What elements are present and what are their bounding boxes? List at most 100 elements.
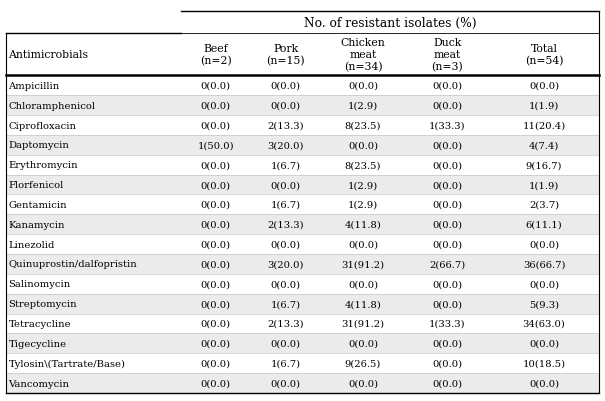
- Text: 0(0.0): 0(0.0): [432, 379, 462, 388]
- Text: 0(0.0): 0(0.0): [432, 180, 462, 190]
- Text: 1(6.7): 1(6.7): [271, 200, 301, 209]
- Text: 2(13.3): 2(13.3): [267, 121, 304, 130]
- Bar: [6, 334, 599, 353]
- Text: 0(0.0): 0(0.0): [432, 101, 462, 110]
- Text: 0(0.0): 0(0.0): [432, 81, 462, 91]
- Text: 0(0.0): 0(0.0): [201, 180, 231, 190]
- Bar: [6, 254, 599, 274]
- Text: 5(9.3): 5(9.3): [529, 300, 559, 308]
- Text: 0(0.0): 0(0.0): [348, 279, 378, 289]
- Text: 0(0.0): 0(0.0): [529, 81, 559, 91]
- Text: Kanamycin: Kanamycin: [8, 220, 65, 229]
- Text: 3(20.0): 3(20.0): [267, 141, 304, 150]
- Text: 2(66.7): 2(66.7): [429, 260, 465, 269]
- Text: Ampicillin: Ampicillin: [8, 81, 60, 91]
- Text: Beef
(n=2): Beef (n=2): [200, 44, 232, 66]
- Text: 0(0.0): 0(0.0): [201, 300, 231, 308]
- Text: Erythromycin: Erythromycin: [8, 161, 78, 170]
- Text: Pork
(n=15): Pork (n=15): [267, 44, 305, 66]
- Text: 0(0.0): 0(0.0): [432, 279, 462, 289]
- Text: 0(0.0): 0(0.0): [529, 339, 559, 348]
- Text: Florfenicol: Florfenicol: [8, 180, 64, 190]
- Text: 0(0.0): 0(0.0): [529, 240, 559, 249]
- Text: 0(0.0): 0(0.0): [529, 379, 559, 388]
- Text: 1(1.9): 1(1.9): [529, 101, 559, 110]
- Text: 0(0.0): 0(0.0): [201, 81, 231, 91]
- Text: 9(16.7): 9(16.7): [526, 161, 563, 170]
- Text: 0(0.0): 0(0.0): [432, 141, 462, 150]
- Text: 2(3.7): 2(3.7): [529, 200, 559, 209]
- Text: 0(0.0): 0(0.0): [201, 260, 231, 269]
- Text: Duck
meat
(n=3): Duck meat (n=3): [431, 38, 463, 72]
- Text: 1(1.9): 1(1.9): [529, 180, 559, 190]
- Text: 1(2.9): 1(2.9): [348, 180, 378, 190]
- Text: 0(0.0): 0(0.0): [432, 359, 462, 368]
- Text: Tigecycline: Tigecycline: [8, 339, 67, 348]
- Bar: [6, 353, 599, 373]
- Text: 0(0.0): 0(0.0): [201, 379, 231, 388]
- Bar: [6, 76, 599, 96]
- Text: 4(11.8): 4(11.8): [344, 300, 381, 308]
- Bar: [6, 96, 599, 116]
- Text: 0(0.0): 0(0.0): [271, 81, 301, 91]
- Text: 0(0.0): 0(0.0): [348, 240, 378, 249]
- Text: 0(0.0): 0(0.0): [271, 180, 301, 190]
- Bar: [6, 373, 599, 393]
- Text: 0(0.0): 0(0.0): [432, 161, 462, 170]
- Text: 0(0.0): 0(0.0): [348, 81, 378, 91]
- Text: 1(33.3): 1(33.3): [429, 121, 465, 130]
- Text: 0(0.0): 0(0.0): [348, 379, 378, 388]
- Bar: [6, 175, 599, 195]
- Text: 0(0.0): 0(0.0): [348, 339, 378, 348]
- Bar: [6, 215, 599, 235]
- Text: 9(26.5): 9(26.5): [345, 359, 381, 368]
- Text: Total
(n=54): Total (n=54): [525, 44, 563, 66]
- Text: 0(0.0): 0(0.0): [432, 200, 462, 209]
- Bar: [6, 116, 599, 136]
- Text: 0(0.0): 0(0.0): [271, 279, 301, 289]
- Text: 0(0.0): 0(0.0): [201, 339, 231, 348]
- Text: Chicken
meat
(n=34): Chicken meat (n=34): [341, 38, 385, 72]
- Bar: [6, 314, 599, 334]
- Text: 31(91.2): 31(91.2): [341, 260, 385, 269]
- Text: 0(0.0): 0(0.0): [201, 101, 231, 110]
- Text: 1(6.7): 1(6.7): [271, 300, 301, 308]
- Text: 0(0.0): 0(0.0): [271, 339, 301, 348]
- Bar: [6, 195, 599, 215]
- Text: 8(23.5): 8(23.5): [345, 161, 381, 170]
- Text: 0(0.0): 0(0.0): [432, 220, 462, 229]
- Text: 0(0.0): 0(0.0): [432, 339, 462, 348]
- Text: 0(0.0): 0(0.0): [348, 141, 378, 150]
- Text: 36(66.7): 36(66.7): [523, 260, 565, 269]
- Bar: [6, 274, 599, 294]
- Text: 0(0.0): 0(0.0): [271, 101, 301, 110]
- Text: Antimicrobials: Antimicrobials: [8, 50, 88, 60]
- Text: 0(0.0): 0(0.0): [201, 121, 231, 130]
- Text: 8(23.5): 8(23.5): [345, 121, 381, 130]
- Text: 0(0.0): 0(0.0): [201, 359, 231, 368]
- Text: 4(7.4): 4(7.4): [529, 141, 559, 150]
- Text: 1(6.7): 1(6.7): [271, 161, 301, 170]
- Text: 1(2.9): 1(2.9): [348, 200, 378, 209]
- Text: Ciprofloxacin: Ciprofloxacin: [8, 121, 76, 130]
- Text: 0(0.0): 0(0.0): [201, 220, 231, 229]
- Text: 10(18.5): 10(18.5): [523, 359, 566, 368]
- Text: 1(33.3): 1(33.3): [429, 319, 465, 328]
- Text: Gentamicin: Gentamicin: [8, 200, 67, 209]
- Text: 1(2.9): 1(2.9): [348, 101, 378, 110]
- Text: Tetracycline: Tetracycline: [8, 319, 71, 328]
- Text: 6(11.1): 6(11.1): [526, 220, 563, 229]
- Text: Linezolid: Linezolid: [8, 240, 55, 249]
- Text: Daptomycin: Daptomycin: [8, 141, 70, 150]
- Text: 0(0.0): 0(0.0): [201, 319, 231, 328]
- Text: No. of resistant isolates (%): No. of resistant isolates (%): [304, 16, 476, 30]
- Text: 11(20.4): 11(20.4): [523, 121, 566, 130]
- Bar: [6, 294, 599, 314]
- Text: 1(50.0): 1(50.0): [198, 141, 234, 150]
- Text: 0(0.0): 0(0.0): [201, 240, 231, 249]
- Text: 0(0.0): 0(0.0): [201, 161, 231, 170]
- Text: 3(20.0): 3(20.0): [267, 260, 304, 269]
- Text: 0(0.0): 0(0.0): [432, 300, 462, 308]
- Text: Chloramphenicol: Chloramphenicol: [8, 101, 96, 110]
- Text: 0(0.0): 0(0.0): [271, 379, 301, 388]
